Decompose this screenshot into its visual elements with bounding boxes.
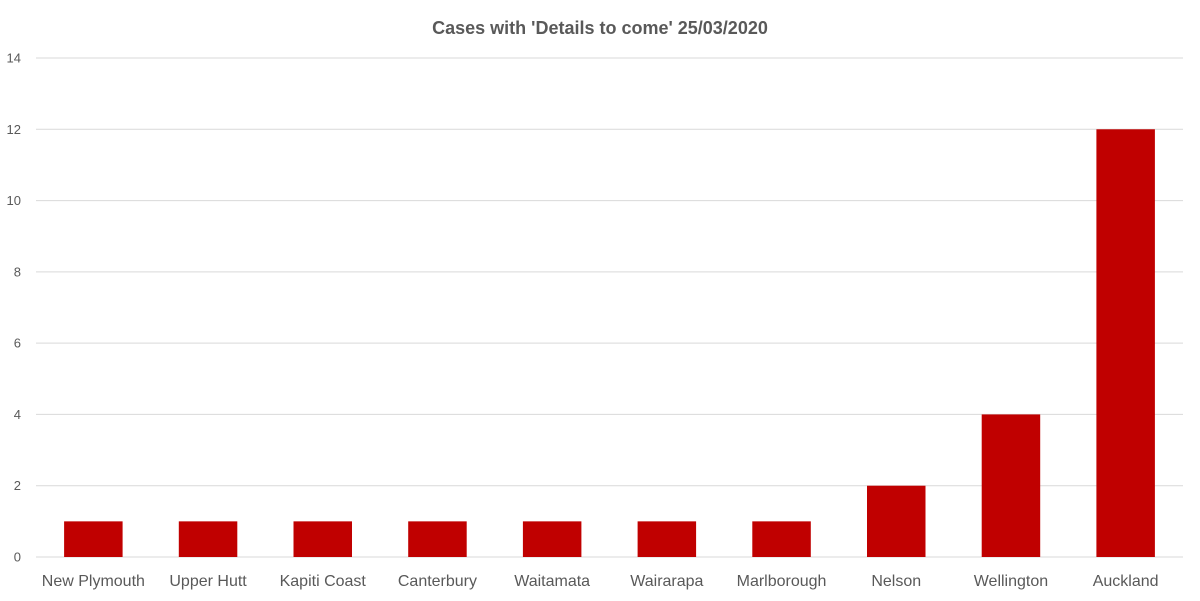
- bar-wellington: [981, 414, 1041, 557]
- gridlines: [36, 57, 1183, 558]
- x-category-label: Canterbury: [398, 573, 477, 590]
- bar-marlborough: [752, 521, 811, 557]
- y-tick-label: 14: [7, 51, 21, 66]
- x-category-label: Wairarapa: [630, 573, 703, 590]
- bar-upper-hutt: [178, 521, 238, 557]
- chart-title: Cases with 'Details to come' 25/03/2020: [432, 18, 768, 38]
- x-axis-categories: New Plymouth Upper Hutt Kapiti Coast Canter…: [42, 573, 1159, 590]
- y-tick-label: 8: [14, 264, 21, 279]
- y-tick-label: 0: [14, 550, 21, 565]
- bar-kapiti-coast: [293, 521, 352, 557]
- x-category-label: New Plymouth: [42, 573, 145, 590]
- x-category-label: Kapiti Coast: [280, 573, 367, 590]
- y-axis-ticks: 0 2 4 6 8 10 12 14: [7, 51, 21, 565]
- y-tick-label: 6: [14, 336, 21, 351]
- y-tick-label: 12: [7, 122, 21, 137]
- y-tick-label: 2: [14, 478, 21, 493]
- x-category-label: Waitamata: [514, 573, 590, 590]
- x-category-label: Auckland: [1093, 573, 1159, 590]
- bar-canterbury: [408, 521, 467, 557]
- bar-auckland: [1096, 129, 1155, 558]
- y-tick-label: 4: [14, 407, 21, 422]
- bar-waitamata: [522, 521, 582, 557]
- bar-nelson: [867, 485, 926, 557]
- x-category-label: Marlborough: [737, 573, 827, 590]
- y-tick-label: 10: [7, 193, 21, 208]
- bar-new-plymouth: [64, 521, 123, 557]
- bars: [64, 129, 1155, 558]
- x-category-label: Nelson: [871, 573, 921, 590]
- x-category-label: Upper Hutt: [169, 573, 247, 590]
- bar-wairarapa: [637, 521, 697, 557]
- x-category-label: Wellington: [974, 573, 1048, 590]
